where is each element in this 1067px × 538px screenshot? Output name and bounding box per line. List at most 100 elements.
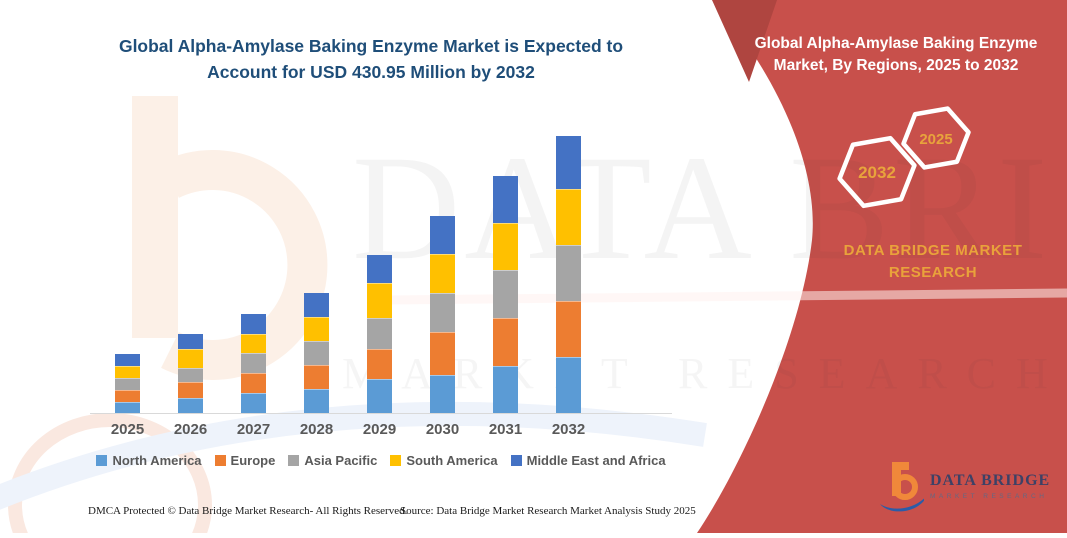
segment-south-america <box>430 253 455 293</box>
bar-2027 <box>241 313 266 413</box>
segment-north-america <box>367 378 392 413</box>
footer-source-text: Source: Data Bridge Market Research Mark… <box>400 505 696 517</box>
segment-north-america <box>115 402 140 413</box>
legend-item-north-america: North America <box>96 453 202 468</box>
legend-swatch-icon <box>288 455 300 466</box>
databridge-logo-icon <box>880 462 924 512</box>
databridge-logo-text: DATA BRIDGE MARKET RESEARCH <box>930 472 1050 500</box>
panel-title: Global Alpha-Amylase Baking Enzyme Marke… <box>735 33 1057 77</box>
segment-europe <box>115 390 140 402</box>
segment-middle-east-and-africa <box>241 313 266 334</box>
segment-south-america <box>367 282 392 318</box>
bar-2025 <box>115 354 140 413</box>
x-label-2027: 2027 <box>236 421 271 438</box>
hexagon-badge-2025 <box>901 106 971 170</box>
segment-europe <box>493 317 518 366</box>
legend-label: Asia Pacific <box>304 453 378 468</box>
legend: North America Europe Asia Pacific South Ame… <box>90 453 672 468</box>
segment-asia-pacific <box>493 269 518 318</box>
x-axis-line <box>90 413 672 414</box>
chart-title: Global Alpha-Amylase Baking Enzyme Marke… <box>85 33 657 85</box>
segment-north-america <box>430 374 455 413</box>
segment-middle-east-and-africa <box>367 254 392 283</box>
x-label-2032: 2032 <box>551 421 586 438</box>
x-label-2028: 2028 <box>299 421 334 438</box>
bar-2030 <box>430 215 455 413</box>
segment-middle-east-and-africa <box>178 333 203 349</box>
segment-asia-pacific <box>304 341 329 365</box>
hexagon-badge-2032 <box>837 135 917 209</box>
segment-south-america <box>241 333 266 353</box>
x-label-2026: 2026 <box>173 421 208 438</box>
legend-item-asia-pacific: Asia Pacific <box>288 453 377 468</box>
x-label-2030: 2030 <box>425 421 460 438</box>
segment-asia-pacific <box>430 292 455 332</box>
segment-south-america <box>115 366 140 378</box>
hexagon-badges: 2032 2025 <box>820 100 1010 220</box>
legend-label: Europe <box>230 453 276 468</box>
segment-middle-east-and-africa <box>115 354 140 366</box>
red-panel-fold <box>712 0 777 82</box>
bar-2028 <box>304 293 329 413</box>
segment-asia-pacific <box>115 378 140 390</box>
footer-dmca-text: DMCA Protected © Data Bridge Market Rese… <box>88 505 408 517</box>
legend-label: North America <box>112 453 202 468</box>
plot-area <box>90 120 672 413</box>
segment-north-america <box>241 393 266 413</box>
chart-title-line1: Global Alpha-Amylase Baking Enzyme Marke… <box>118 36 624 56</box>
legend-swatch-icon <box>214 455 226 466</box>
x-axis-labels: 2025 2026 2027 2028 2029 2030 2031 2032 <box>90 421 672 441</box>
segment-europe <box>430 331 455 375</box>
panel-title-line1: Global Alpha-Amylase Baking Enzyme <box>754 35 1038 52</box>
hexagon-year-2025: 2025 <box>919 131 952 148</box>
bar-2031 <box>493 175 518 413</box>
legend-label: South America <box>406 453 498 468</box>
hexagon-year-2032: 2032 <box>858 163 896 182</box>
segment-asia-pacific <box>178 368 203 382</box>
legend-item-south-america: South America <box>390 453 498 468</box>
logo-name: DATA BRIDGE <box>930 472 1051 489</box>
segment-middle-east-and-africa <box>556 135 581 189</box>
segment-asia-pacific <box>367 317 392 349</box>
legend-item-middle-east-and-africa: Middle East and Africa <box>510 453 666 468</box>
segment-asia-pacific <box>241 353 266 373</box>
segment-middle-east-and-africa <box>304 293 329 317</box>
segment-north-america <box>178 398 203 413</box>
segment-europe <box>556 300 581 357</box>
bar-2029 <box>367 254 392 413</box>
segment-asia-pacific <box>556 244 581 301</box>
segment-middle-east-and-africa <box>493 175 518 223</box>
segment-middle-east-and-africa <box>430 215 455 254</box>
segment-south-america <box>178 348 203 368</box>
legend-item-europe: Europe <box>214 453 276 468</box>
red-panel <box>697 0 1067 533</box>
chart-title-line2: Account for USD 430.95 Million by 2032 <box>207 62 535 82</box>
segment-europe <box>304 365 329 389</box>
x-label-2031: 2031 <box>488 421 523 438</box>
bar-2026 <box>178 333 203 413</box>
bar-2032 <box>556 135 581 413</box>
databridge-logo: DATA BRIDGE MARKET RESEARCH <box>878 460 1053 512</box>
segment-north-america <box>556 356 581 413</box>
segment-north-america <box>304 389 329 413</box>
segment-south-america <box>556 188 581 245</box>
logo-subtitle: MARKET RESEARCH <box>930 493 1048 500</box>
x-label-2029: 2029 <box>362 421 397 438</box>
legend-label: Middle East and Africa <box>526 453 666 468</box>
segment-north-america <box>493 365 518 413</box>
brand-text-line2: RESEARCH <box>888 264 978 281</box>
segment-south-america <box>304 317 329 341</box>
segment-europe <box>178 382 203 398</box>
legend-swatch-icon <box>390 455 402 466</box>
legend-swatch-icon <box>510 455 522 466</box>
segment-south-america <box>493 222 518 270</box>
segment-europe <box>367 348 392 379</box>
brand-text-line1: DATA BRIDGE MARKET <box>843 242 1023 259</box>
segment-europe <box>241 373 266 393</box>
legend-swatch-icon <box>96 455 108 466</box>
x-label-2025: 2025 <box>110 421 145 438</box>
brand-text: DATA BRIDGE MARKET RESEARCH <box>800 240 1066 284</box>
panel-title-line2: Market, By Regions, 2025 to 2032 <box>773 57 1019 74</box>
